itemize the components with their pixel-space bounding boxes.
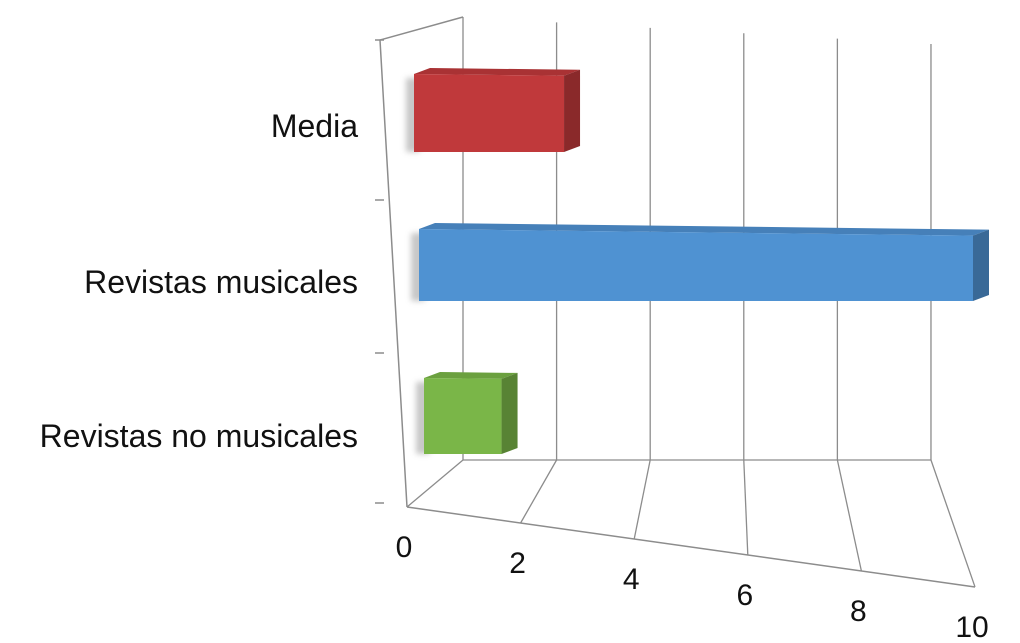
x-tick-label: 0 (396, 531, 413, 564)
bar-revistas-no-musicales (416, 372, 518, 454)
bar-front-face (419, 229, 973, 301)
gridline-floor (743, 459, 749, 556)
x-tick-labels: 0 2 4 6 8 10 (396, 531, 989, 643)
bar-top-face (424, 372, 518, 379)
bar-end-face (501, 372, 518, 454)
bars (406, 68, 989, 454)
category-labels: Media Revistas musicales Revistas no music… (40, 108, 359, 454)
x-tick-label: 10 (955, 611, 988, 643)
gridline-floor (930, 459, 976, 588)
bar-end-face (973, 229, 989, 301)
x-tick-label: 8 (850, 595, 867, 628)
category-label-revistas-musicales: Revistas musicales (84, 264, 358, 300)
x-tick-label: 6 (736, 579, 753, 612)
bar-front-face (424, 378, 502, 454)
bar-end-face (564, 69, 581, 152)
gridline-floor (633, 459, 651, 540)
bar-top-face (419, 223, 989, 236)
category-label-revistas-no-musicales: Revistas no musicales (40, 418, 358, 454)
bar-revistas-musicales (411, 223, 989, 301)
bar-front-face (414, 74, 565, 152)
gridline-floor (406, 459, 464, 508)
x-tick-label: 4 (623, 563, 640, 596)
gridline-floor (520, 459, 558, 524)
x-tick-label: 2 (509, 547, 526, 580)
bar-top-face (414, 68, 581, 76)
x-axis-line (406, 506, 976, 588)
bar-media (406, 68, 581, 152)
gridline-floor (836, 459, 863, 572)
chart-axes (375, 16, 976, 588)
category-label-media: Media (271, 108, 358, 144)
